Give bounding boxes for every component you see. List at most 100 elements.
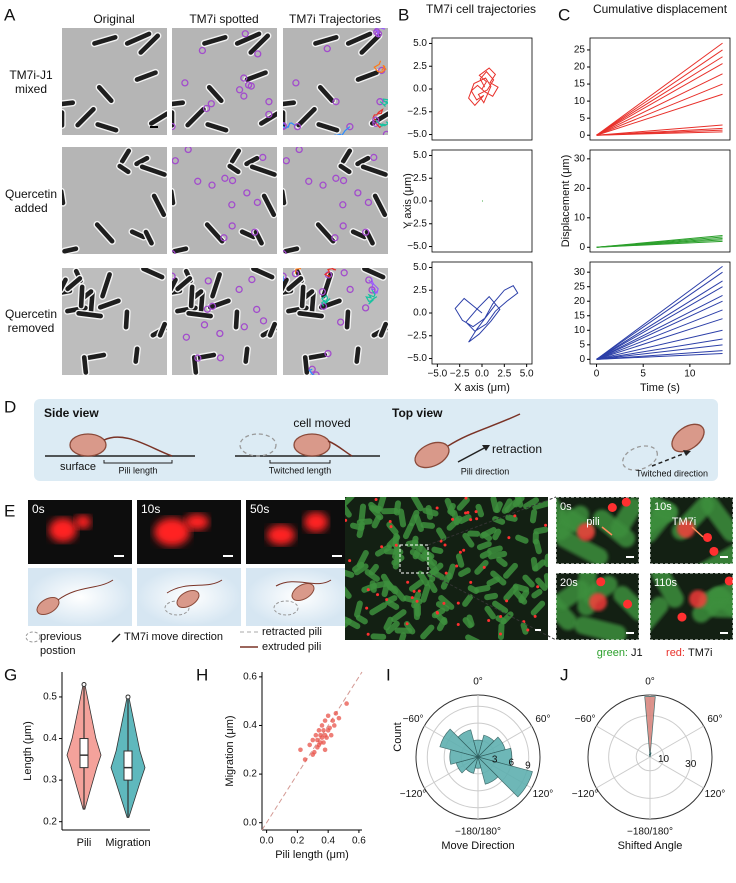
bacterium xyxy=(408,579,424,592)
bacterium xyxy=(122,308,131,331)
grid-spoke xyxy=(596,725,651,758)
point xyxy=(325,713,331,719)
tm7i-spot xyxy=(410,596,414,600)
spot xyxy=(202,104,211,113)
bacterium xyxy=(343,308,352,331)
tm7i-spot xyxy=(475,517,479,521)
bacterium xyxy=(150,192,167,219)
tm7i-spot xyxy=(533,614,537,618)
bacterium xyxy=(385,595,398,604)
bacterium xyxy=(417,570,430,587)
bacterium xyxy=(492,600,509,614)
wedge xyxy=(474,755,482,769)
cell xyxy=(671,423,705,453)
annotation: TM7i xyxy=(672,516,696,528)
trajectory xyxy=(375,119,388,127)
label: retraction xyxy=(492,442,542,456)
x-axis-label: X axis (μm) xyxy=(454,382,510,394)
spot xyxy=(332,174,340,182)
series-line xyxy=(596,300,723,360)
tm7i-spot xyxy=(455,564,459,568)
spot xyxy=(318,288,326,296)
time-label: 0s xyxy=(560,501,572,513)
point xyxy=(307,742,312,748)
series-line xyxy=(468,67,499,107)
y-tick-label: 0.6 xyxy=(243,672,257,683)
r-tick-label: 3 xyxy=(492,755,498,766)
bacterium xyxy=(533,526,548,535)
series-line xyxy=(596,271,723,360)
x-tick-label: 10 xyxy=(684,369,696,380)
reference-line xyxy=(261,671,363,831)
micrograph xyxy=(283,147,388,254)
grid-spoke xyxy=(649,725,704,758)
y-tick-label: 0.3 xyxy=(43,775,57,786)
spot xyxy=(346,123,354,131)
x-tick-label: −5.0 xyxy=(427,369,447,380)
spot xyxy=(340,269,348,277)
legend-key: green: xyxy=(597,647,628,659)
fluorescence-image xyxy=(650,497,733,564)
legend-label: TM7i xyxy=(688,647,712,659)
bacterium xyxy=(392,552,402,570)
bacterium xyxy=(298,283,307,310)
bacterium xyxy=(492,528,502,541)
spot xyxy=(308,365,316,373)
bacterium xyxy=(377,320,388,339)
bacterium xyxy=(368,504,384,521)
heading: Side view xyxy=(44,406,99,420)
spot xyxy=(251,228,259,236)
theta-tick-label: 0° xyxy=(473,677,483,688)
tm7i-spot xyxy=(458,550,462,554)
x-tick-label: Migration xyxy=(105,837,150,849)
bacterium xyxy=(431,546,444,555)
spot xyxy=(368,286,376,294)
theta-tick-label: 120° xyxy=(705,789,726,800)
point xyxy=(332,723,337,728)
y-tick-label: 5.0 xyxy=(413,150,427,161)
bacterium xyxy=(371,192,388,219)
bacterium xyxy=(123,30,153,48)
theta-tick-label: −60° xyxy=(575,714,596,725)
box xyxy=(123,750,133,781)
bacterium xyxy=(356,521,365,539)
y-tick-label: −5.0 xyxy=(407,241,427,252)
legend-label: J1 xyxy=(631,647,643,659)
y-tick-label: 0.2 xyxy=(43,816,57,827)
tm7i-spot xyxy=(464,497,468,500)
point xyxy=(327,725,332,731)
bacterium xyxy=(204,120,230,134)
y-tick-label: 0.0 xyxy=(243,817,257,828)
bacterium xyxy=(133,68,160,84)
x-tick-label: 0.0 xyxy=(475,369,489,380)
tm7i-spot xyxy=(415,599,419,603)
spot xyxy=(323,44,331,53)
tm7i-spot xyxy=(469,580,473,584)
bacterium xyxy=(345,501,352,518)
spot xyxy=(241,30,249,38)
x-tick-label: 2.5 xyxy=(497,369,511,380)
bacterium xyxy=(435,601,450,612)
wedge xyxy=(439,728,480,758)
bacterium xyxy=(458,514,472,524)
bacterium xyxy=(503,562,518,579)
x-tick-label: 5 xyxy=(640,369,646,380)
spot xyxy=(172,250,176,254)
tm7i-spot xyxy=(621,497,631,507)
bacterium xyxy=(62,108,66,130)
legend-label: retracted pili xyxy=(262,626,322,638)
bacterium xyxy=(458,567,471,578)
spot xyxy=(235,285,243,294)
bacterium xyxy=(294,105,319,129)
spot xyxy=(283,157,290,165)
y-tick-label: 10 xyxy=(574,325,586,336)
theta-tick-label: 120° xyxy=(533,789,554,800)
spot xyxy=(240,323,248,331)
r-tick-label: 9 xyxy=(525,760,531,771)
spot xyxy=(293,122,302,131)
bacterium xyxy=(284,274,305,293)
x-axis-label: Time (s) xyxy=(640,382,680,394)
bacterium xyxy=(62,245,80,254)
annotation-arrow xyxy=(601,526,613,536)
tm7i-spot xyxy=(389,525,393,529)
